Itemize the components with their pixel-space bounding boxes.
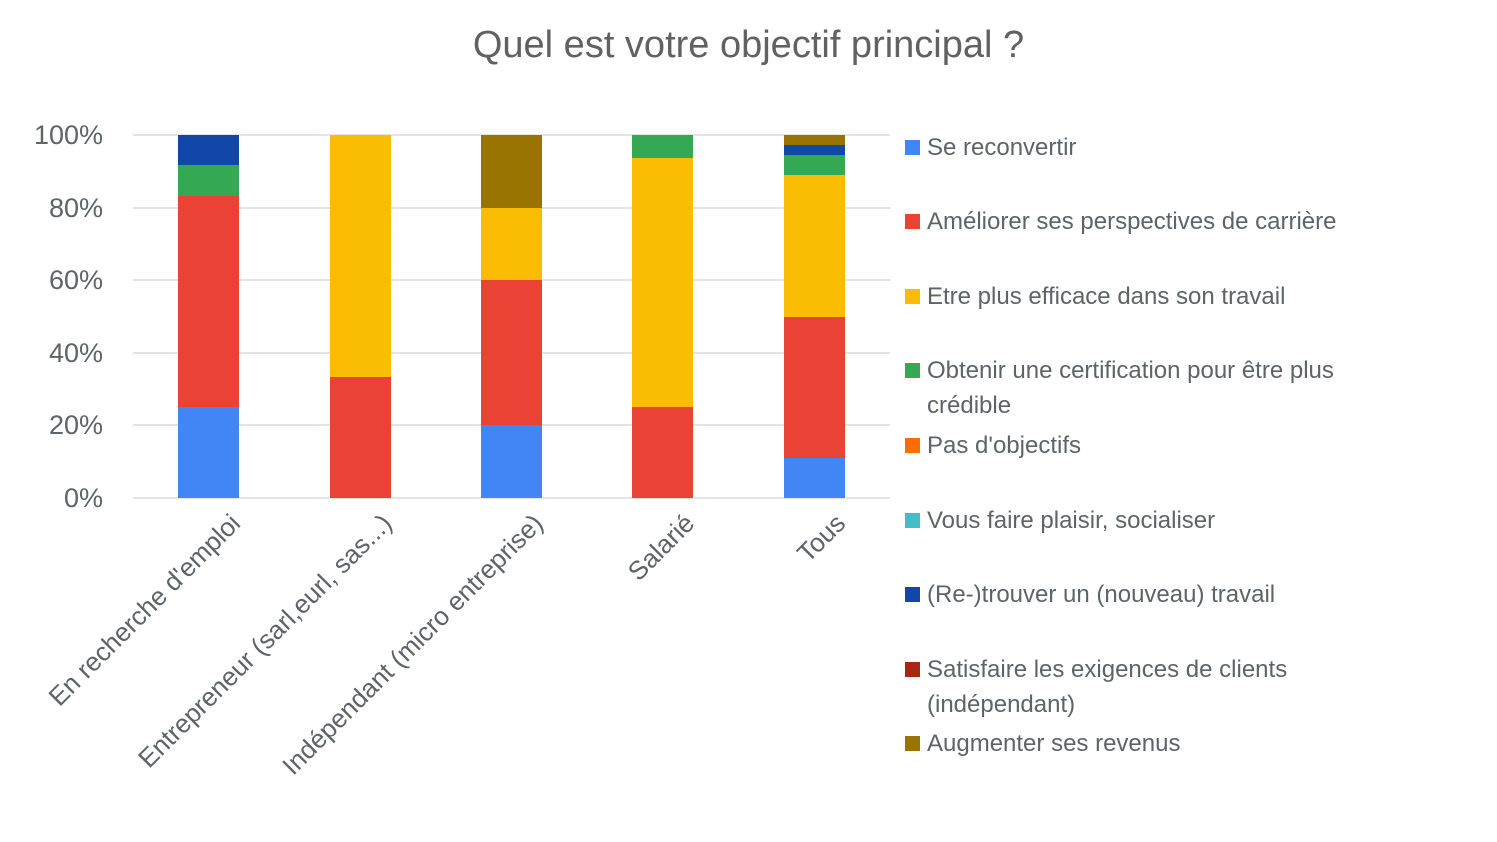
bar-2 (481, 135, 542, 498)
gridline-100 (133, 134, 890, 136)
legend-item: (Re-)trouver un (nouveau) travail (905, 577, 1485, 612)
bar-3 (632, 135, 694, 498)
legend-item: Se reconvertir (905, 130, 1485, 165)
bar-segment (783, 145, 845, 156)
x-axis-category-label: Entrepreneur (sarl,eurl, sas...) (131, 508, 398, 774)
legend-label: Pas d'objectifs (927, 432, 1081, 459)
legend-color-swatch (905, 438, 920, 453)
y-axis-tick-label: 60% (48, 265, 103, 296)
bar-segment (783, 135, 845, 146)
legend-item: Satisfaire les exigences de clients (indé… (905, 652, 1485, 722)
legend-color-swatch (905, 662, 920, 677)
bar-segment (481, 135, 542, 208)
legend-color-swatch (905, 513, 920, 528)
x-axis-category-label: Tous (791, 508, 852, 569)
x-axis-category-label: Indépendant (micro entreprise) (276, 508, 549, 781)
legend-item: Augmenter ses revenus (905, 726, 1485, 761)
legend-color-swatch (905, 587, 920, 602)
legend-item: Vous faire plaisir, socialiser (905, 503, 1485, 538)
chart-title: Quel est votre objectif principal ? (472, 24, 1025, 66)
legend-label: Etre plus efficace dans son travail (927, 283, 1286, 310)
bar-segment (632, 135, 694, 158)
bar-segment (178, 135, 240, 166)
plot-area (133, 134, 890, 499)
legend-label: Améliorer ses perspectives de carrière (927, 208, 1337, 235)
legend-item: Améliorer ses perspectives de carrière (905, 204, 1485, 239)
bar-segment (783, 457, 845, 498)
x-axis-category-label: Salarié (621, 508, 701, 587)
bar-segment (178, 195, 240, 408)
bar-1 (329, 135, 391, 498)
legend-color-swatch (905, 289, 920, 304)
bar-segment (329, 135, 391, 378)
bar-segment (178, 165, 240, 196)
y-axis-tick-label: 40% (48, 337, 103, 368)
legend-color-swatch (905, 214, 920, 229)
legend-label: (Re-)trouver un (nouveau) travail (927, 581, 1276, 608)
bar-segment (481, 207, 542, 281)
bar-4 (783, 135, 845, 498)
y-axis-tick-label: 20% (48, 410, 103, 441)
bar-segment (178, 407, 240, 498)
legend-item: Etre plus efficace dans son travail (905, 279, 1485, 314)
legend-color-swatch (905, 363, 920, 378)
bar-0 (178, 135, 240, 498)
legend-item: Pas d'objectifs (905, 428, 1485, 463)
bar-segment (783, 316, 845, 458)
y-axis-tick-label: 80% (48, 192, 103, 223)
bar-segment (481, 280, 542, 426)
bar-segment (632, 157, 694, 408)
y-axis-tick-label: 100% (33, 120, 103, 150)
bar-segment (783, 155, 845, 176)
bar-segment (632, 407, 694, 498)
gridline-0 (133, 497, 890, 499)
legend-label: Se reconvertir (927, 134, 1077, 161)
bar-segment (783, 175, 845, 317)
legend-label: Obtenir une certification pour être plus… (927, 357, 1334, 419)
legend-label: Vous faire plaisir, socialiser (927, 507, 1216, 534)
bar-segment (481, 425, 542, 498)
legend-color-swatch (905, 140, 920, 155)
legend-color-swatch (905, 736, 920, 751)
legend-item: Obtenir une certification pour être plus… (905, 353, 1485, 423)
bar-segment (329, 377, 391, 498)
legend-label: Satisfaire les exigences de clients (indé… (927, 656, 1288, 718)
legend-label: Augmenter ses revenus (927, 730, 1181, 757)
y-axis-tick-label: 0% (63, 483, 103, 513)
